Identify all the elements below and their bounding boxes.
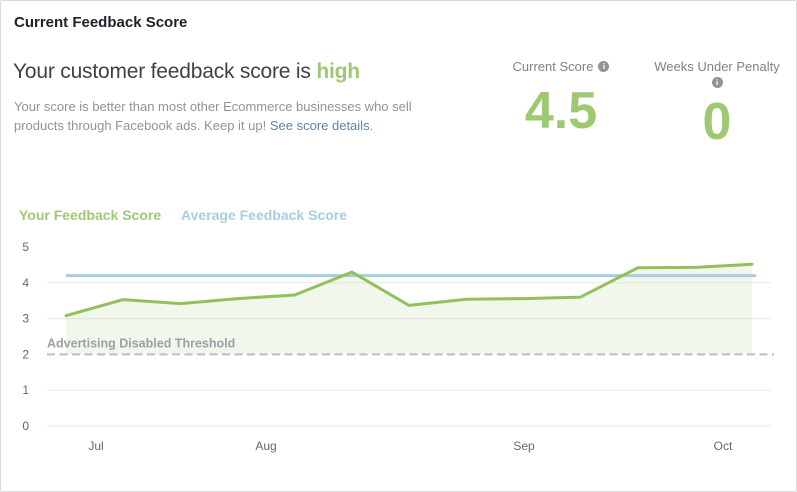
your-score-line [64, 262, 754, 318]
info-icon[interactable]: i [598, 61, 610, 72]
panel-title: Current Feedback Score [14, 14, 188, 31]
current-score-value: 4.5 [524, 82, 598, 140]
score-summary-body-suffix: . [369, 118, 374, 133]
info-icon[interactable]: i [711, 77, 723, 88]
score-summary-heading-text: Your customer feedback score is [13, 60, 317, 83]
legend-your-feedback-score[interactable]: Your Feedback Score [19, 207, 162, 223]
y-axis-tick-label: 0 [22, 419, 29, 433]
feedback-score-chart: 5 4 3 2 1 0 Advertising Disabled Threshold Jul A… [1, 233, 796, 491]
current-score-label: Current Score [512, 59, 594, 74]
y-axis-tick-label: 3 [22, 312, 29, 326]
score-summary-body: Your score is better than most other Eco… [14, 97, 458, 135]
feedback-score-chart-svg: 5 4 3 2 1 0 Advertising Disabled Threshold Jul A… [22, 240, 774, 453]
y-axis-tick-label: 2 [22, 347, 29, 361]
score-summary-heading: Your customer feedback score is high [13, 60, 360, 84]
see-score-details-link[interactable]: See score details [269, 118, 370, 133]
x-axis-tick-label: Aug [255, 439, 276, 453]
weeks-under-penalty-stat: Weeks Under Penalty i 0 [627, 59, 796, 151]
x-axis-tick-label: Jul [88, 439, 103, 453]
y-axis-tick-label: 5 [22, 240, 29, 254]
current-score-stat: Current Score i 4.5 [471, 59, 651, 138]
weeks-under-penalty-value: 0 [702, 93, 732, 151]
x-axis-tick-label: Sep [513, 439, 535, 453]
score-level-highlight: high [316, 60, 360, 83]
chart-legend: Your Feedback Score Average Feedback Sco… [1, 207, 796, 225]
score-summary-body-text: Your score is better than most other Eco… [14, 99, 412, 133]
score-area-fill [66, 264, 752, 355]
x-axis-tick-label: Oct [714, 439, 733, 453]
y-axis-tick-label: 1 [22, 383, 29, 397]
weeks-under-penalty-label: Weeks Under Penalty [654, 59, 780, 74]
threshold-label: Advertising Disabled Threshold [47, 336, 235, 350]
legend-average-feedback-score[interactable]: Average Feedback Score [181, 207, 348, 223]
y-axis-tick-label: 4 [22, 276, 29, 290]
